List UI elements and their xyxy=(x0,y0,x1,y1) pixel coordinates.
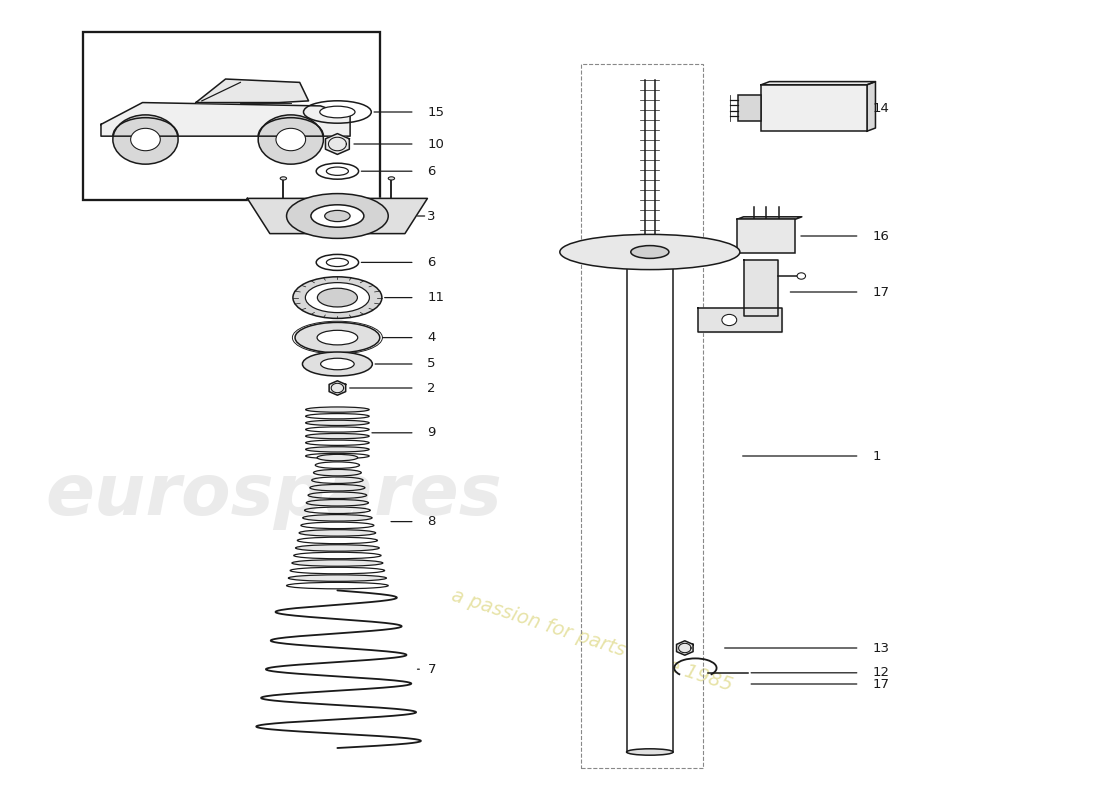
Polygon shape xyxy=(737,217,802,219)
Polygon shape xyxy=(697,308,782,332)
Ellipse shape xyxy=(317,454,358,461)
Text: 2: 2 xyxy=(428,382,436,394)
Text: 6: 6 xyxy=(428,165,436,178)
Ellipse shape xyxy=(306,420,370,426)
Ellipse shape xyxy=(314,470,361,476)
Bar xyxy=(84,32,380,200)
Circle shape xyxy=(276,128,306,150)
Polygon shape xyxy=(761,82,876,85)
Text: 8: 8 xyxy=(428,515,436,528)
Ellipse shape xyxy=(630,246,669,258)
Ellipse shape xyxy=(327,167,349,175)
Ellipse shape xyxy=(311,205,364,227)
Ellipse shape xyxy=(627,749,673,755)
Polygon shape xyxy=(248,198,428,234)
Text: 7: 7 xyxy=(428,662,436,676)
Text: eurospares: eurospares xyxy=(45,462,503,530)
Ellipse shape xyxy=(306,282,370,313)
Bar xyxy=(581,64,703,768)
Ellipse shape xyxy=(324,210,350,222)
Text: 1: 1 xyxy=(872,450,881,462)
Ellipse shape xyxy=(295,322,380,353)
Circle shape xyxy=(113,115,178,164)
Ellipse shape xyxy=(318,288,358,307)
Text: a passion for parts since 1985: a passion for parts since 1985 xyxy=(449,586,735,694)
Text: 17: 17 xyxy=(872,678,889,690)
Text: 3: 3 xyxy=(428,210,436,222)
Polygon shape xyxy=(329,381,345,395)
Ellipse shape xyxy=(320,358,354,370)
Text: 6: 6 xyxy=(428,256,436,269)
Ellipse shape xyxy=(560,234,740,270)
Ellipse shape xyxy=(317,330,358,345)
Text: 15: 15 xyxy=(428,106,444,118)
Text: 17: 17 xyxy=(872,286,889,298)
Polygon shape xyxy=(744,260,778,316)
Text: 5: 5 xyxy=(428,358,436,370)
Ellipse shape xyxy=(306,434,370,438)
Ellipse shape xyxy=(296,545,380,551)
Circle shape xyxy=(131,128,161,150)
Text: 14: 14 xyxy=(872,102,889,114)
Ellipse shape xyxy=(306,446,370,452)
Ellipse shape xyxy=(388,177,395,180)
Ellipse shape xyxy=(299,530,376,536)
Ellipse shape xyxy=(310,485,365,491)
Ellipse shape xyxy=(320,106,355,118)
Ellipse shape xyxy=(280,177,287,180)
Ellipse shape xyxy=(293,277,382,318)
Text: 4: 4 xyxy=(428,331,436,344)
Text: 16: 16 xyxy=(872,230,889,242)
Text: 11: 11 xyxy=(428,291,444,304)
Ellipse shape xyxy=(327,258,349,266)
Text: 12: 12 xyxy=(872,666,889,679)
Bar xyxy=(737,219,795,253)
Circle shape xyxy=(258,115,323,164)
Bar xyxy=(761,85,867,131)
Ellipse shape xyxy=(288,575,386,582)
Ellipse shape xyxy=(306,499,368,506)
Polygon shape xyxy=(326,134,350,154)
Polygon shape xyxy=(101,102,350,136)
Bar xyxy=(627,242,673,752)
Bar xyxy=(738,95,761,121)
Polygon shape xyxy=(676,641,693,655)
Ellipse shape xyxy=(292,560,383,566)
Ellipse shape xyxy=(302,352,372,376)
Polygon shape xyxy=(867,82,876,131)
Ellipse shape xyxy=(306,407,370,412)
Ellipse shape xyxy=(302,514,372,521)
Ellipse shape xyxy=(287,194,388,238)
Polygon shape xyxy=(196,79,309,102)
Circle shape xyxy=(798,273,805,279)
Circle shape xyxy=(722,314,737,326)
Text: 10: 10 xyxy=(428,138,444,150)
Text: 9: 9 xyxy=(428,426,436,439)
Text: 13: 13 xyxy=(872,642,889,654)
